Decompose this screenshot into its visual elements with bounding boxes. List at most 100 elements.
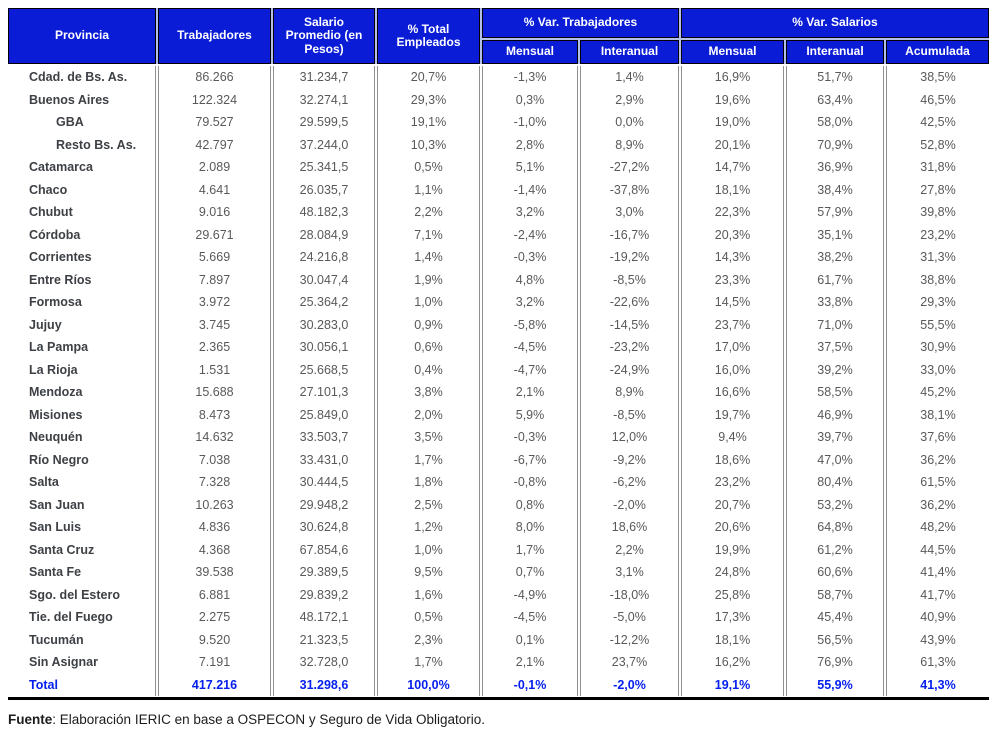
- value-cell: 4.368: [158, 538, 271, 561]
- value-cell: 1,4%: [580, 66, 679, 89]
- table-row: Sin Asignar 7.191 32.728,0 1,7% 2,1% 23,7% 16,…: [8, 651, 989, 674]
- value-cell: -14,5%: [580, 313, 679, 336]
- value-cell: 19,6%: [681, 88, 784, 111]
- value-cell: 61,2%: [786, 538, 884, 561]
- value-cell: 30,9%: [886, 336, 989, 359]
- value-cell: 0,0%: [580, 111, 679, 134]
- province-cell: Buenos Aires: [8, 88, 156, 111]
- value-cell: 30.047,4: [273, 268, 375, 291]
- value-cell: -1,4%: [482, 178, 578, 201]
- province-cell: Corrientes: [8, 246, 156, 269]
- value-cell: 55,9%: [786, 673, 884, 696]
- column-header-var-sal-interanual: Interanual: [786, 40, 884, 64]
- column-header-var-trab-mensual: Mensual: [482, 40, 578, 64]
- table-row: Jujuy 3.745 30.283,0 0,9% -5,8% -14,5% 23,7% 71…: [8, 313, 989, 336]
- value-cell: 8.473: [158, 403, 271, 426]
- value-cell: 16,6%: [681, 381, 784, 404]
- value-cell: 30.283,0: [273, 313, 375, 336]
- value-cell: 61,3%: [886, 651, 989, 674]
- value-cell: 0,8%: [482, 493, 578, 516]
- province-cell: Mendoza: [8, 381, 156, 404]
- value-cell: 2,8%: [482, 133, 578, 156]
- value-cell: 3.972: [158, 291, 271, 314]
- table-row: Entre Ríos 7.897 30.047,4 1,9% 4,8% -8,5% 23,3…: [8, 268, 989, 291]
- province-cell: Cdad. de Bs. As.: [8, 66, 156, 89]
- province-cell: Catamarca: [8, 156, 156, 179]
- value-cell: 58,7%: [786, 583, 884, 606]
- value-cell: 70,9%: [786, 133, 884, 156]
- value-cell: 1,6%: [377, 583, 480, 606]
- value-cell: 9,4%: [681, 426, 784, 449]
- province-cell: Jujuy: [8, 313, 156, 336]
- value-cell: -19,2%: [580, 246, 679, 269]
- table-row: Chaco 4.641 26.035,7 1,1% -1,4% -37,8% 18,1% 38…: [8, 178, 989, 201]
- value-cell: 25,8%: [681, 583, 784, 606]
- value-cell: 27,8%: [886, 178, 989, 201]
- value-cell: -0,8%: [482, 471, 578, 494]
- value-cell: 25.668,5: [273, 358, 375, 381]
- value-cell: 79.527: [158, 111, 271, 134]
- table-row: Santa Cruz 4.368 67.854,6 1,0% 1,7% 2,2% 19,9%…: [8, 538, 989, 561]
- value-cell: 10.263: [158, 493, 271, 516]
- table-row: Resto Bs. As. 42.797 37.244,0 10,3% 2,8% 8,9%…: [8, 133, 989, 156]
- value-cell: 10,3%: [377, 133, 480, 156]
- value-cell: 15.688: [158, 381, 271, 404]
- province-cell: Tie. del Fuego: [8, 606, 156, 629]
- table-row: Santa Fe 39.538 29.389,5 9,5% 0,7% 3,1% 24,8% 6…: [8, 561, 989, 584]
- value-cell: 3,8%: [377, 381, 480, 404]
- value-cell: 46,5%: [886, 88, 989, 111]
- value-cell: 47,0%: [786, 448, 884, 471]
- value-cell: 31.298,6: [273, 673, 375, 696]
- value-cell: -8,5%: [580, 403, 679, 426]
- table-row: Tie. del Fuego 2.275 48.172,1 0,5% -4,5% -5,0…: [8, 606, 989, 629]
- value-cell: 42.797: [158, 133, 271, 156]
- value-cell: 1,0%: [377, 538, 480, 561]
- value-cell: 2,3%: [377, 628, 480, 651]
- value-cell: 61,5%: [886, 471, 989, 494]
- value-cell: 36,2%: [886, 493, 989, 516]
- value-cell: 41,3%: [886, 673, 989, 696]
- value-cell: 61,7%: [786, 268, 884, 291]
- value-cell: 1,7%: [377, 651, 480, 674]
- value-cell: 16,0%: [681, 358, 784, 381]
- value-cell: -16,7%: [580, 223, 679, 246]
- value-cell: 1,0%: [377, 291, 480, 314]
- value-cell: 30.056,1: [273, 336, 375, 359]
- province-cell: San Luis: [8, 516, 156, 539]
- value-cell: 31,8%: [886, 156, 989, 179]
- table-row: La Pampa 2.365 30.056,1 0,6% -4,5% -23,2% 17,0…: [8, 336, 989, 359]
- value-cell: 58,5%: [786, 381, 884, 404]
- value-cell: 22,3%: [681, 201, 784, 224]
- province-cell: La Rioja: [8, 358, 156, 381]
- province-cell: Río Negro: [8, 448, 156, 471]
- value-cell: 18,1%: [681, 628, 784, 651]
- value-cell: 48,2%: [886, 516, 989, 539]
- value-cell: 57,9%: [786, 201, 884, 224]
- value-cell: 86.266: [158, 66, 271, 89]
- value-cell: 23,2%: [681, 471, 784, 494]
- value-cell: 33,0%: [886, 358, 989, 381]
- value-cell: 20,7%: [681, 493, 784, 516]
- value-cell: -0,1%: [482, 673, 578, 696]
- value-cell: 36,2%: [886, 448, 989, 471]
- table-row: Cdad. de Bs. As. 86.266 31.234,7 20,7% -1,3%…: [8, 66, 989, 89]
- value-cell: 8,9%: [580, 381, 679, 404]
- value-cell: -9,2%: [580, 448, 679, 471]
- value-cell: 76,9%: [786, 651, 884, 674]
- value-cell: 51,7%: [786, 66, 884, 89]
- value-cell: 25.849,0: [273, 403, 375, 426]
- value-cell: 80,4%: [786, 471, 884, 494]
- value-cell: 1,1%: [377, 178, 480, 201]
- value-cell: -2,4%: [482, 223, 578, 246]
- value-cell: 29.839,2: [273, 583, 375, 606]
- province-cell: Córdoba: [8, 223, 156, 246]
- province-cell: Chubut: [8, 201, 156, 224]
- column-header-provincia: Provincia: [8, 8, 156, 64]
- value-cell: 38,1%: [886, 403, 989, 426]
- value-cell: 32.728,0: [273, 651, 375, 674]
- value-cell: 33.431,0: [273, 448, 375, 471]
- value-cell: 71,0%: [786, 313, 884, 336]
- value-cell: 30.624,8: [273, 516, 375, 539]
- value-cell: 0,6%: [377, 336, 480, 359]
- value-cell: 2,1%: [482, 381, 578, 404]
